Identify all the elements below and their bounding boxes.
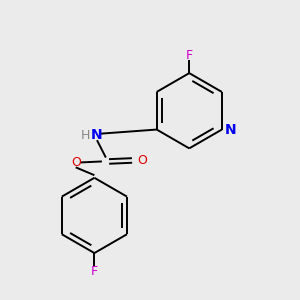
Text: O: O <box>71 156 81 169</box>
Text: H: H <box>80 129 90 142</box>
Text: F: F <box>91 265 98 278</box>
Text: O: O <box>137 154 147 167</box>
Text: N: N <box>225 123 237 136</box>
Text: N: N <box>91 128 103 142</box>
Text: F: F <box>186 49 193 62</box>
